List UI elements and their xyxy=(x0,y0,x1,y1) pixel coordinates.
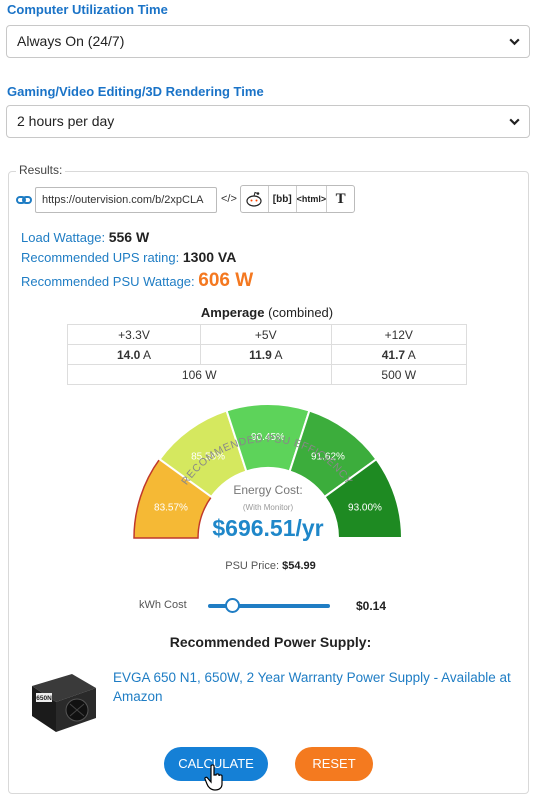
rail-12v-amps: 41.7 A xyxy=(330,344,468,365)
kwh-slider-track[interactable] xyxy=(208,604,330,608)
ups-rating-label: Recommended UPS rating: xyxy=(21,250,180,265)
bbcode-button[interactable]: [bb] xyxy=(269,186,297,212)
monitor-note: (With Monitor) xyxy=(243,503,294,512)
rail-3v3-amps-value: 14.0 xyxy=(116,347,141,362)
load-wattage-row: Load Wattage: 556 W xyxy=(21,229,149,245)
text-code-button[interactable]: T xyxy=(335,190,346,207)
results-panel xyxy=(8,171,529,794)
amperage-heading: Amperage xyxy=(200,305,265,320)
kwh-cost-label: kWh Cost xyxy=(139,599,187,611)
gauge-segment-label: 83.57% xyxy=(154,502,188,513)
share-url-input[interactable] xyxy=(35,187,217,213)
psu-wattage-value: 606 W xyxy=(198,270,254,291)
hand-cursor-icon xyxy=(204,764,223,791)
rail-5v-amps-value: 11.9 xyxy=(249,347,272,362)
rail-3v3-label: +3.3V xyxy=(66,324,202,345)
psu-wattage-label: Recommended PSU Wattage: xyxy=(21,274,195,289)
share-button-group: [bb] <html> T xyxy=(240,185,355,213)
gauge-segment-label: 93.00% xyxy=(348,502,382,513)
psu-price-label: PSU Price: xyxy=(225,560,280,572)
reddit-share-button[interactable] xyxy=(241,186,269,212)
gaming-usage-label: Gaming/Video Editing/3D Rendering Time xyxy=(7,84,264,99)
high-rail-watts: 500 W xyxy=(330,364,468,385)
chevron-down-icon xyxy=(509,118,520,126)
gaming-usage-select[interactable]: 2 hours per day xyxy=(6,105,530,138)
gauge-segment xyxy=(323,457,404,539)
amp-unit: A xyxy=(407,347,416,362)
gauge-segment-label: 91.62% xyxy=(311,451,345,462)
energy-cost-label: Energy Cost: xyxy=(233,483,302,497)
chevron-down-icon xyxy=(509,38,520,46)
reddit-icon xyxy=(246,191,263,207)
energy-cost-value: $696.51/yr xyxy=(212,515,323,541)
amperage-title: Amperage (combined) xyxy=(67,305,467,320)
embed-code-button[interactable]: </> xyxy=(221,193,237,205)
amp-unit: A xyxy=(274,347,283,362)
gauge-segment-label: 85.58% xyxy=(191,451,225,462)
html-code-button[interactable]: <html> xyxy=(297,186,328,212)
computer-usage-selected: Always On (24/7) xyxy=(17,33,125,49)
computer-usage-select[interactable]: Always On (24/7) xyxy=(6,25,530,58)
amperage-table: +3.3V +5V +12V 14.0 A 11.9 A 41.7 A 106 … xyxy=(66,324,468,385)
psu-product-image[interactable]: 650N xyxy=(28,666,100,736)
efficiency-gauge: 83.57%85.58%90.45%91.62%93.00% RECOMMEND… xyxy=(133,403,404,541)
table-row: 14.0 A 11.9 A 41.7 A xyxy=(66,344,468,365)
psu-wattage-row: Recommended PSU Wattage: 606 W xyxy=(21,270,253,292)
computer-usage-label: Computer Utilization Time xyxy=(7,2,168,17)
ups-rating-row: Recommended UPS rating: 1300 VA xyxy=(21,249,236,265)
recommended-psu-heading: Recommended Power Supply: xyxy=(169,634,372,650)
psu-price-value: $54.99 xyxy=(282,560,316,572)
psu-badge-text: 650N xyxy=(36,695,52,702)
ups-rating-value: 1300 VA xyxy=(182,249,237,265)
low-rail-watts: 106 W xyxy=(67,364,332,385)
reset-button[interactable]: RESET xyxy=(295,747,373,781)
rail-12v-amps-value: 41.7 xyxy=(381,347,406,362)
table-row: +3.3V +5V +12V xyxy=(66,324,468,345)
kwh-cost-value: $0.14 xyxy=(356,599,387,613)
rail-3v3-amps: 14.0 A xyxy=(66,344,202,365)
amperage-subtitle: (combined) xyxy=(268,305,334,320)
rail-5v-label: +5V xyxy=(200,324,332,345)
recommended-psu-link[interactable]: EVGA 650 N1, 650W, 2 Year Warranty Power… xyxy=(113,670,511,704)
psu-price: PSU Price: $54.99 xyxy=(0,560,541,572)
results-legend: Results: xyxy=(16,163,66,177)
link-icon xyxy=(16,196,32,204)
gaming-usage-selected: 2 hours per day xyxy=(17,113,115,129)
rail-12v-label: +12V xyxy=(330,324,468,345)
amp-unit: A xyxy=(143,347,152,362)
kwh-slider-thumb[interactable] xyxy=(224,598,240,613)
load-wattage-label: Load Wattage: xyxy=(21,230,106,245)
gauge-segment-label: 90.45% xyxy=(251,432,285,443)
rail-5v-amps: 11.9 A xyxy=(200,344,332,365)
load-wattage-value: 556 W xyxy=(108,229,150,245)
table-row: 106 W 500 W xyxy=(67,364,468,385)
